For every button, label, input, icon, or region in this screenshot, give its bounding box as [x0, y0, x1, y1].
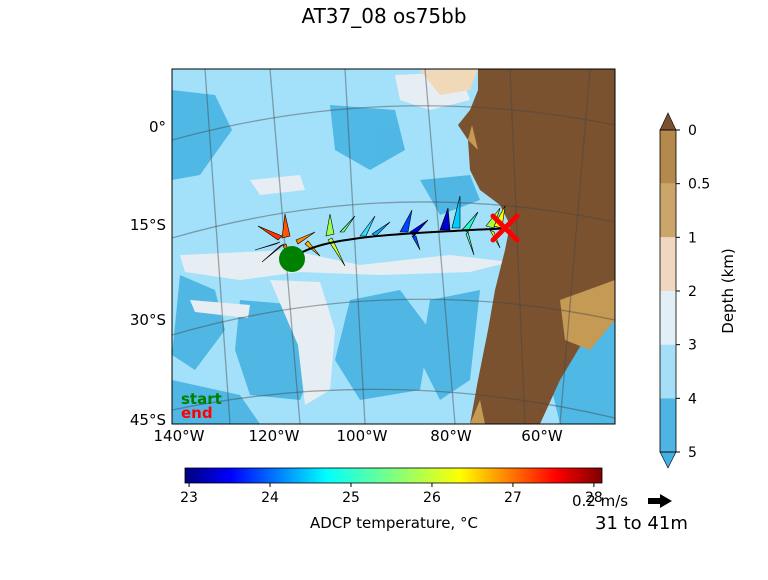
depth-colorbar-band: [660, 130, 676, 184]
temperature-colorbar-tick-label: 24: [261, 490, 279, 506]
lat-tick-label: 30°S: [130, 311, 166, 329]
lat-tick-labels: 0° 15°S 30°S 45°S: [130, 118, 166, 429]
depth-colorbar-top-extension: [659, 112, 677, 131]
lon-tick-label: 100°W: [337, 427, 388, 445]
start-label: start: [181, 390, 222, 408]
lon-tick-labels: 140°W 120°W 100°W 80°W 60°W: [154, 427, 563, 445]
temperature-colorbar-tick-label: 28: [585, 490, 603, 506]
end-marker: [490, 213, 520, 243]
lon-tick-label: 60°W: [521, 427, 563, 445]
lat-tick-label: 45°S: [130, 411, 166, 429]
chart-title: AT37_08 os75bb: [301, 4, 466, 28]
temperature-colorbar-tick-label: 25: [342, 490, 360, 506]
map-panel: start end: [171, 68, 616, 425]
lon-tick-label: 120°W: [249, 427, 300, 445]
depth-colorbar-tick-label: 4: [688, 391, 697, 407]
lon-tick-label: 80°W: [430, 427, 472, 445]
scale-legend: 0.2 m/s 31 to 41m: [572, 492, 688, 534]
depth-colorbar-tick-label: 5: [688, 445, 697, 461]
scale-label: 0.2 m/s: [572, 492, 628, 510]
lat-tick-label: 15°S: [130, 216, 166, 234]
shallow-shelf: [420, 69, 478, 95]
lon-tick-label: 140°W: [154, 427, 205, 445]
depth-colorbar-band: [660, 237, 676, 291]
end-label: end: [181, 404, 213, 422]
temperature-colorbar-title: ADCP temperature, °C: [310, 514, 478, 532]
depth-colorbar-tick-label: 0: [688, 123, 697, 139]
depth-colorbar-tick-label: 3: [688, 338, 697, 354]
depth-range-label: 31 to 41m: [595, 513, 688, 534]
temperature-colorbar-tick-label: 27: [504, 490, 522, 506]
temperature-colorbar: 23 24 25 26 27 28 ADCP temperature, °C: [180, 467, 603, 532]
start-marker: [279, 246, 305, 272]
depth-colorbar-band: [660, 291, 676, 345]
lat-tick-label: 0°: [149, 118, 166, 136]
ridge-features: [180, 72, 510, 405]
depth-colorbar-band: [660, 183, 676, 238]
scale-arrow-icon: [648, 494, 672, 508]
depth-colorbar-bottom-extension: [659, 451, 677, 469]
depth-colorbar: 0 0.5 1 2 3 4 5 Depth (km): [659, 112, 737, 469]
deep-ocean-basins: [172, 90, 615, 424]
map-frame: [171, 68, 616, 425]
depth-colorbar-tick-label: 1: [688, 230, 697, 246]
temperature-colorbar-gradient: [184, 467, 603, 484]
depth-colorbar-band: [660, 344, 676, 399]
depth-colorbar-band: [660, 398, 676, 452]
depth-colorbar-title: Depth (km): [719, 248, 737, 333]
cruise-track: [291, 227, 506, 259]
temperature-colorbar-tick-label: 26: [423, 490, 441, 506]
depth-colorbar-tick-label: 0.5: [688, 177, 710, 193]
temperature-colorbar-tick-label: 23: [180, 490, 198, 506]
depth-colorbar-tick-label: 2: [688, 284, 697, 300]
